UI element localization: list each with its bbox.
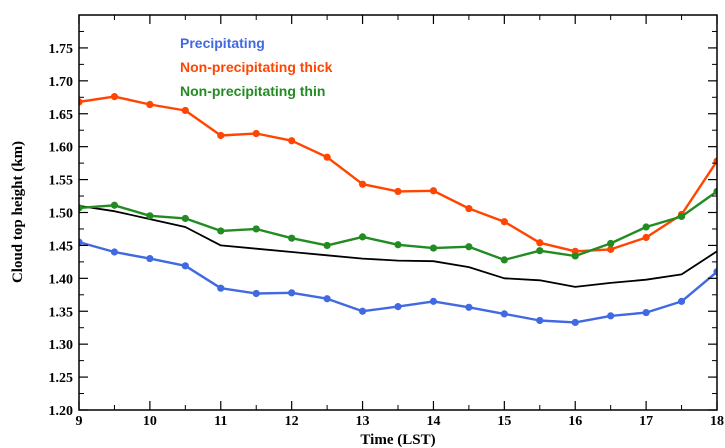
data-point [323,241,331,250]
data-point [358,233,367,241]
data-point [642,233,650,242]
data-point [429,244,438,252]
x-tick-label: 14 [426,414,440,429]
data-point [288,234,296,242]
data-point [217,227,225,235]
plot-area [79,15,717,410]
data-point [713,187,717,196]
data-point [394,241,402,249]
data-point [110,93,119,101]
data-point [607,245,615,253]
data-point [288,137,296,145]
data-point [500,310,508,318]
x-axis-title: Time (LST) [360,432,435,448]
data-point [181,214,189,223]
legend-entry: Precipitating [180,35,265,51]
data-point [571,318,579,327]
y-tick-label: 1.25 [49,371,74,386]
data-point [252,225,260,233]
y-tick-label: 1.45 [49,239,74,254]
y-tick-label: 1.55 [49,174,74,189]
series-layer [79,93,717,327]
data-point [465,243,473,251]
ticks-layer: 9 10 11 12 13 14 15 16 17 18 1.20 1.25 1.30 1.35 1.40 1… [49,15,724,429]
data-point [252,289,260,298]
data-point [146,212,154,220]
data-point [217,131,225,140]
data-point [288,289,296,297]
data-point [252,129,260,138]
y-tick-label: 1.75 [49,42,74,57]
y-tick-label: 1.35 [49,305,74,320]
series-0 [79,238,717,327]
data-point [677,212,686,221]
data-point [500,256,508,264]
data-point [536,247,544,255]
legend-entry: Non-precipitating thin [180,83,325,99]
data-point [429,187,438,195]
data-point [358,307,367,315]
data-point [323,295,331,303]
x-tick-label: 9 [76,414,83,429]
data-point [358,180,367,188]
x-tick-label: 16 [568,414,582,429]
data-point [713,268,717,276]
series-3 [79,205,717,288]
y-tick-label: 1.20 [49,404,74,419]
data-point [323,153,331,161]
series-2 [79,187,717,264]
legend-entry: Non-precipitating thick [180,59,333,75]
x-tick-label: 11 [214,414,227,429]
y-tick-label: 1.60 [49,141,74,156]
data-point [181,262,189,270]
series-1 [79,93,717,255]
legend: Precipitating Non-precipitating thick Non-… [180,35,333,99]
data-point [394,303,402,311]
data-point [571,252,579,260]
data-point [465,303,473,311]
y-tick-label: 1.30 [49,338,74,353]
data-point [79,238,83,246]
data-point [110,248,119,256]
x-tick-label: 12 [285,414,299,429]
x-tick-label: 18 [710,414,724,429]
data-point [677,297,686,305]
x-tick-label: 17 [639,414,653,429]
y-tick-label: 1.40 [49,272,74,287]
data-point [146,254,154,263]
data-point [607,312,615,320]
data-point [642,223,650,231]
data-point [536,316,544,325]
data-point [79,98,83,106]
data-point [536,239,544,247]
data-point [500,218,508,226]
data-point [181,106,189,115]
data-point [110,201,119,209]
data-point [429,297,438,305]
y-axis-title: Cloud top height (km) [10,141,26,283]
data-point [79,204,83,212]
x-tick-label: 15 [497,414,511,429]
data-point [607,239,615,248]
data-point [146,100,154,109]
data-point [642,308,650,317]
data-point [394,187,402,196]
data-point [465,204,473,213]
y-tick-label: 1.50 [49,207,74,222]
x-tick-label: 13 [356,414,370,429]
y-tick-label: 1.70 [49,75,74,90]
x-tick-label: 10 [143,414,157,429]
series-line-3 [79,205,717,288]
data-point [217,284,225,292]
y-tick-label: 1.65 [49,108,74,123]
